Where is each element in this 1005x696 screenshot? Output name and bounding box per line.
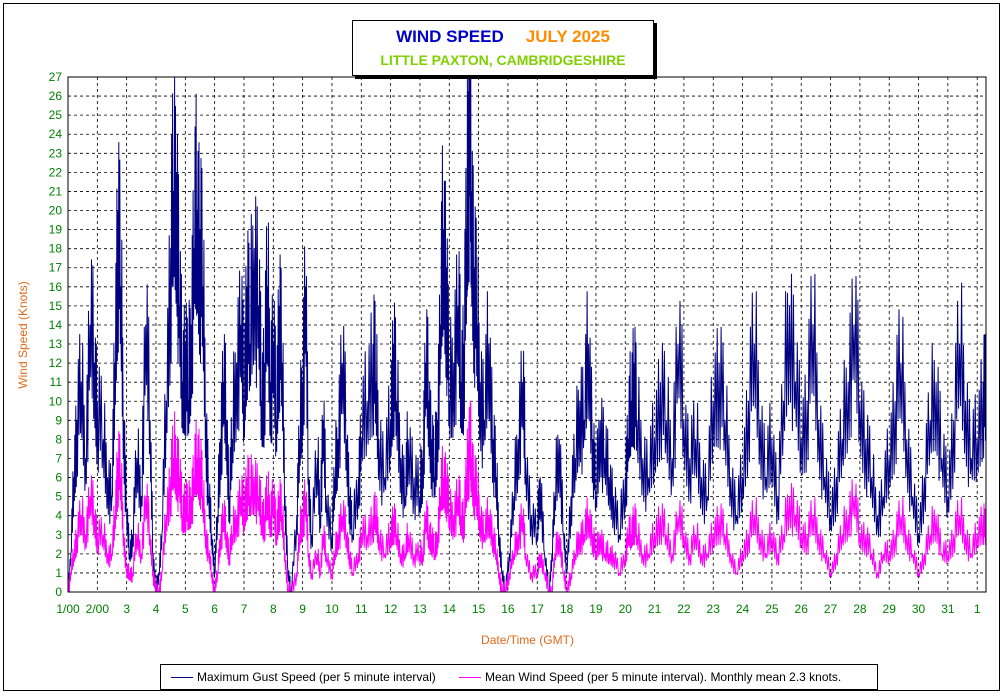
y-tick-label: 17 bbox=[49, 261, 63, 275]
legend-swatch-gust bbox=[171, 677, 193, 679]
y-tick-label: 10 bbox=[49, 394, 63, 408]
chart-frame bbox=[3, 3, 1000, 691]
y-tick-label: 25 bbox=[49, 108, 63, 122]
x-tick-label: 1/00 bbox=[56, 602, 80, 616]
chart-title: WIND SPEED bbox=[396, 27, 504, 46]
x-tick-label: 27 bbox=[824, 602, 838, 616]
x-tick-label: 28 bbox=[853, 602, 867, 616]
y-tick-label: 13 bbox=[49, 337, 63, 351]
y-tick-label: 9 bbox=[55, 413, 62, 427]
legend-label-gust: Maximum Gust Speed (per 5 minute interva… bbox=[197, 670, 436, 684]
legend-item-mean: Mean Wind Speed (per 5 minute interval).… bbox=[459, 670, 841, 684]
x-tick-label: 8 bbox=[270, 602, 277, 616]
x-tick-label: 16 bbox=[501, 602, 515, 616]
x-tick-label: 26 bbox=[795, 602, 809, 616]
x-tick-label: 22 bbox=[677, 602, 691, 616]
y-axis-label: Wind Speed (Knots) bbox=[16, 281, 30, 389]
y-tick-label: 11 bbox=[50, 375, 63, 389]
y-tick-label: 27 bbox=[49, 70, 63, 84]
y-tick-label: 3 bbox=[55, 528, 62, 542]
x-tick-label: 19 bbox=[589, 602, 603, 616]
y-tick-label: 6 bbox=[55, 471, 62, 485]
title-line: WIND SPEED JULY 2025 bbox=[353, 27, 653, 47]
x-tick-label: 21 bbox=[648, 602, 662, 616]
legend: Maximum Gust Speed (per 5 minute interva… bbox=[160, 664, 878, 690]
series-layer bbox=[68, 76, 987, 593]
x-tick-label: 7 bbox=[241, 602, 248, 616]
chart-location: LITTLE PAXTON, CAMBRIDGESHIRE bbox=[380, 52, 626, 68]
x-tick-label: 20 bbox=[619, 602, 633, 616]
x-tick-label: 17 bbox=[531, 602, 545, 616]
y-tick-label: 21 bbox=[49, 184, 63, 198]
y-tick-label: 24 bbox=[49, 127, 63, 141]
y-axis-ticks: 0123456789101112131415161718192021222324… bbox=[49, 70, 63, 599]
x-tick-label: 13 bbox=[413, 602, 427, 616]
y-tick-label: 7 bbox=[55, 451, 62, 465]
grid bbox=[68, 77, 986, 592]
y-tick-label: 4 bbox=[55, 509, 62, 523]
x-tick-label: 3 bbox=[123, 602, 130, 616]
chart-date: JULY 2025 bbox=[525, 27, 610, 46]
x-tick-label: 15 bbox=[472, 602, 486, 616]
x-tick-label: 10 bbox=[325, 602, 339, 616]
y-tick-label: 5 bbox=[55, 490, 62, 504]
x-tick-label: 1 bbox=[974, 602, 981, 616]
legend-label-mean: Mean Wind Speed (per 5 minute interval).… bbox=[485, 670, 842, 684]
y-tick-label: 19 bbox=[49, 223, 63, 237]
y-tick-label: 2 bbox=[55, 547, 62, 561]
y-tick-label: 20 bbox=[49, 204, 63, 218]
x-tick-label: 6 bbox=[211, 602, 218, 616]
x-tick-label: 29 bbox=[883, 602, 897, 616]
x-axis-ticks: 1/00 2/00 3 4 5 6 7 8 9 10 11 12 13 14 15 16 17 18 19 20 21 2… bbox=[56, 602, 981, 616]
x-tick-label: 12 bbox=[384, 602, 398, 616]
y-tick-label: 0 bbox=[55, 585, 62, 599]
x-tick-label: 2/00 bbox=[86, 602, 110, 616]
x-tick-label: 14 bbox=[443, 602, 457, 616]
x-tick-label: 24 bbox=[736, 602, 750, 616]
x-tick-label: 4 bbox=[153, 602, 160, 616]
y-tick-label: 22 bbox=[49, 165, 63, 179]
x-tick-label: 9 bbox=[299, 602, 306, 616]
y-tick-label: 26 bbox=[49, 89, 63, 103]
x-tick-label: 5 bbox=[182, 602, 189, 616]
title-box: WIND SPEED JULY 2025 LITTLE PAXTON, CAMBR… bbox=[352, 20, 654, 76]
y-tick-label: 18 bbox=[49, 242, 63, 256]
x-tick-label: 25 bbox=[765, 602, 779, 616]
y-tick-label: 16 bbox=[49, 280, 63, 294]
y-tick-label: 12 bbox=[49, 356, 63, 370]
mean-series-line bbox=[68, 400, 987, 593]
x-tick-label: 23 bbox=[707, 602, 721, 616]
gust-series-line bbox=[68, 76, 987, 593]
x-tick-label: 31 bbox=[941, 602, 955, 616]
y-tick-label: 1 bbox=[55, 566, 62, 580]
x-tick-label: 30 bbox=[912, 602, 926, 616]
x-tick-label: 11 bbox=[355, 602, 368, 616]
legend-item-gust: Maximum Gust Speed (per 5 minute interva… bbox=[171, 670, 436, 684]
y-tick-label: 15 bbox=[49, 299, 63, 313]
legend-swatch-mean bbox=[459, 677, 481, 679]
y-tick-label: 14 bbox=[49, 318, 63, 332]
y-tick-label: 8 bbox=[55, 432, 62, 446]
plot-area bbox=[67, 76, 987, 593]
x-axis-label: Date/Time (GMT) bbox=[481, 633, 574, 647]
y-tick-label: 23 bbox=[49, 146, 63, 160]
x-tick-label: 18 bbox=[560, 602, 574, 616]
